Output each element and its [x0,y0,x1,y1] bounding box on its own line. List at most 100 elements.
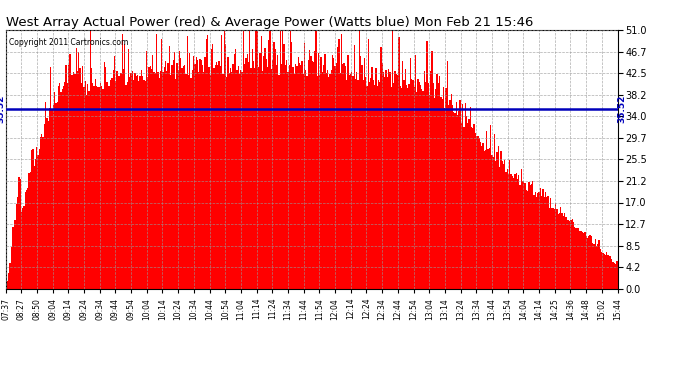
Bar [19,179,21,289]
Bar [10,247,12,289]
Bar [598,240,600,289]
Bar [297,57,299,289]
Bar [412,80,413,289]
Bar [605,255,606,289]
Bar [203,72,204,289]
Bar [319,75,320,289]
Bar [378,80,379,289]
Bar [34,166,35,289]
Bar [259,53,261,289]
Bar [35,159,36,289]
Bar [109,86,110,289]
Bar [52,105,54,289]
Bar [357,80,359,289]
Bar [375,69,377,289]
Bar [67,83,68,289]
Bar [181,68,183,289]
Bar [119,76,120,289]
Bar [263,56,264,289]
Bar [177,70,179,289]
Bar [426,41,428,289]
Bar [490,125,491,289]
Bar [535,192,536,289]
Bar [160,71,161,289]
Bar [337,46,338,289]
Bar [219,66,221,289]
Bar [43,124,45,289]
Bar [22,208,23,289]
Bar [258,67,259,289]
Bar [542,189,544,289]
Bar [400,86,401,289]
Bar [169,46,170,289]
Bar [225,44,226,289]
Bar [59,83,60,289]
Bar [130,73,132,289]
Bar [77,71,78,289]
Bar [425,82,426,289]
Bar [82,66,83,289]
Bar [147,76,148,289]
Bar [509,160,511,289]
Bar [36,147,37,289]
Bar [49,108,50,289]
Bar [303,74,304,289]
Bar [264,48,266,289]
Bar [613,264,615,289]
Bar [112,70,114,289]
Bar [428,83,429,289]
Bar [99,87,100,289]
Bar [31,150,32,289]
Bar [411,79,412,289]
Text: West Array Actual Power (red) & Average Power (Watts blue) Mon Feb 21 15:46: West Array Actual Power (red) & Average … [6,16,533,29]
Bar [270,69,272,289]
Bar [532,181,533,289]
Bar [253,61,254,289]
Bar [236,70,237,289]
Bar [94,86,95,289]
Bar [389,72,391,289]
Bar [611,259,613,289]
Bar [461,123,462,289]
Bar [371,68,373,289]
Bar [314,51,315,289]
Bar [604,254,605,289]
Bar [186,36,188,289]
Bar [183,66,184,289]
Bar [541,196,542,289]
Bar [276,65,277,289]
Bar [416,92,417,289]
Bar [493,157,494,289]
Bar [546,197,547,289]
Bar [419,82,420,289]
Bar [523,181,524,289]
Bar [348,75,350,289]
Bar [382,63,383,289]
Bar [559,213,560,289]
Bar [495,161,496,289]
Bar [593,244,595,289]
Bar [344,63,345,289]
Bar [286,60,287,289]
Bar [364,58,365,289]
Bar [81,83,82,289]
Bar [248,62,249,289]
Bar [496,152,497,289]
Bar [404,69,406,289]
Bar [255,30,257,289]
Bar [359,30,360,289]
Bar [446,60,448,289]
Bar [179,51,180,289]
Bar [529,185,531,289]
Bar [285,65,286,289]
Bar [315,30,317,289]
Bar [342,64,344,289]
Bar [407,88,408,289]
Bar [133,80,135,289]
Bar [101,86,102,289]
Bar [430,72,431,289]
Bar [123,69,124,289]
Bar [494,134,495,289]
Bar [333,58,335,289]
Bar [457,115,458,289]
